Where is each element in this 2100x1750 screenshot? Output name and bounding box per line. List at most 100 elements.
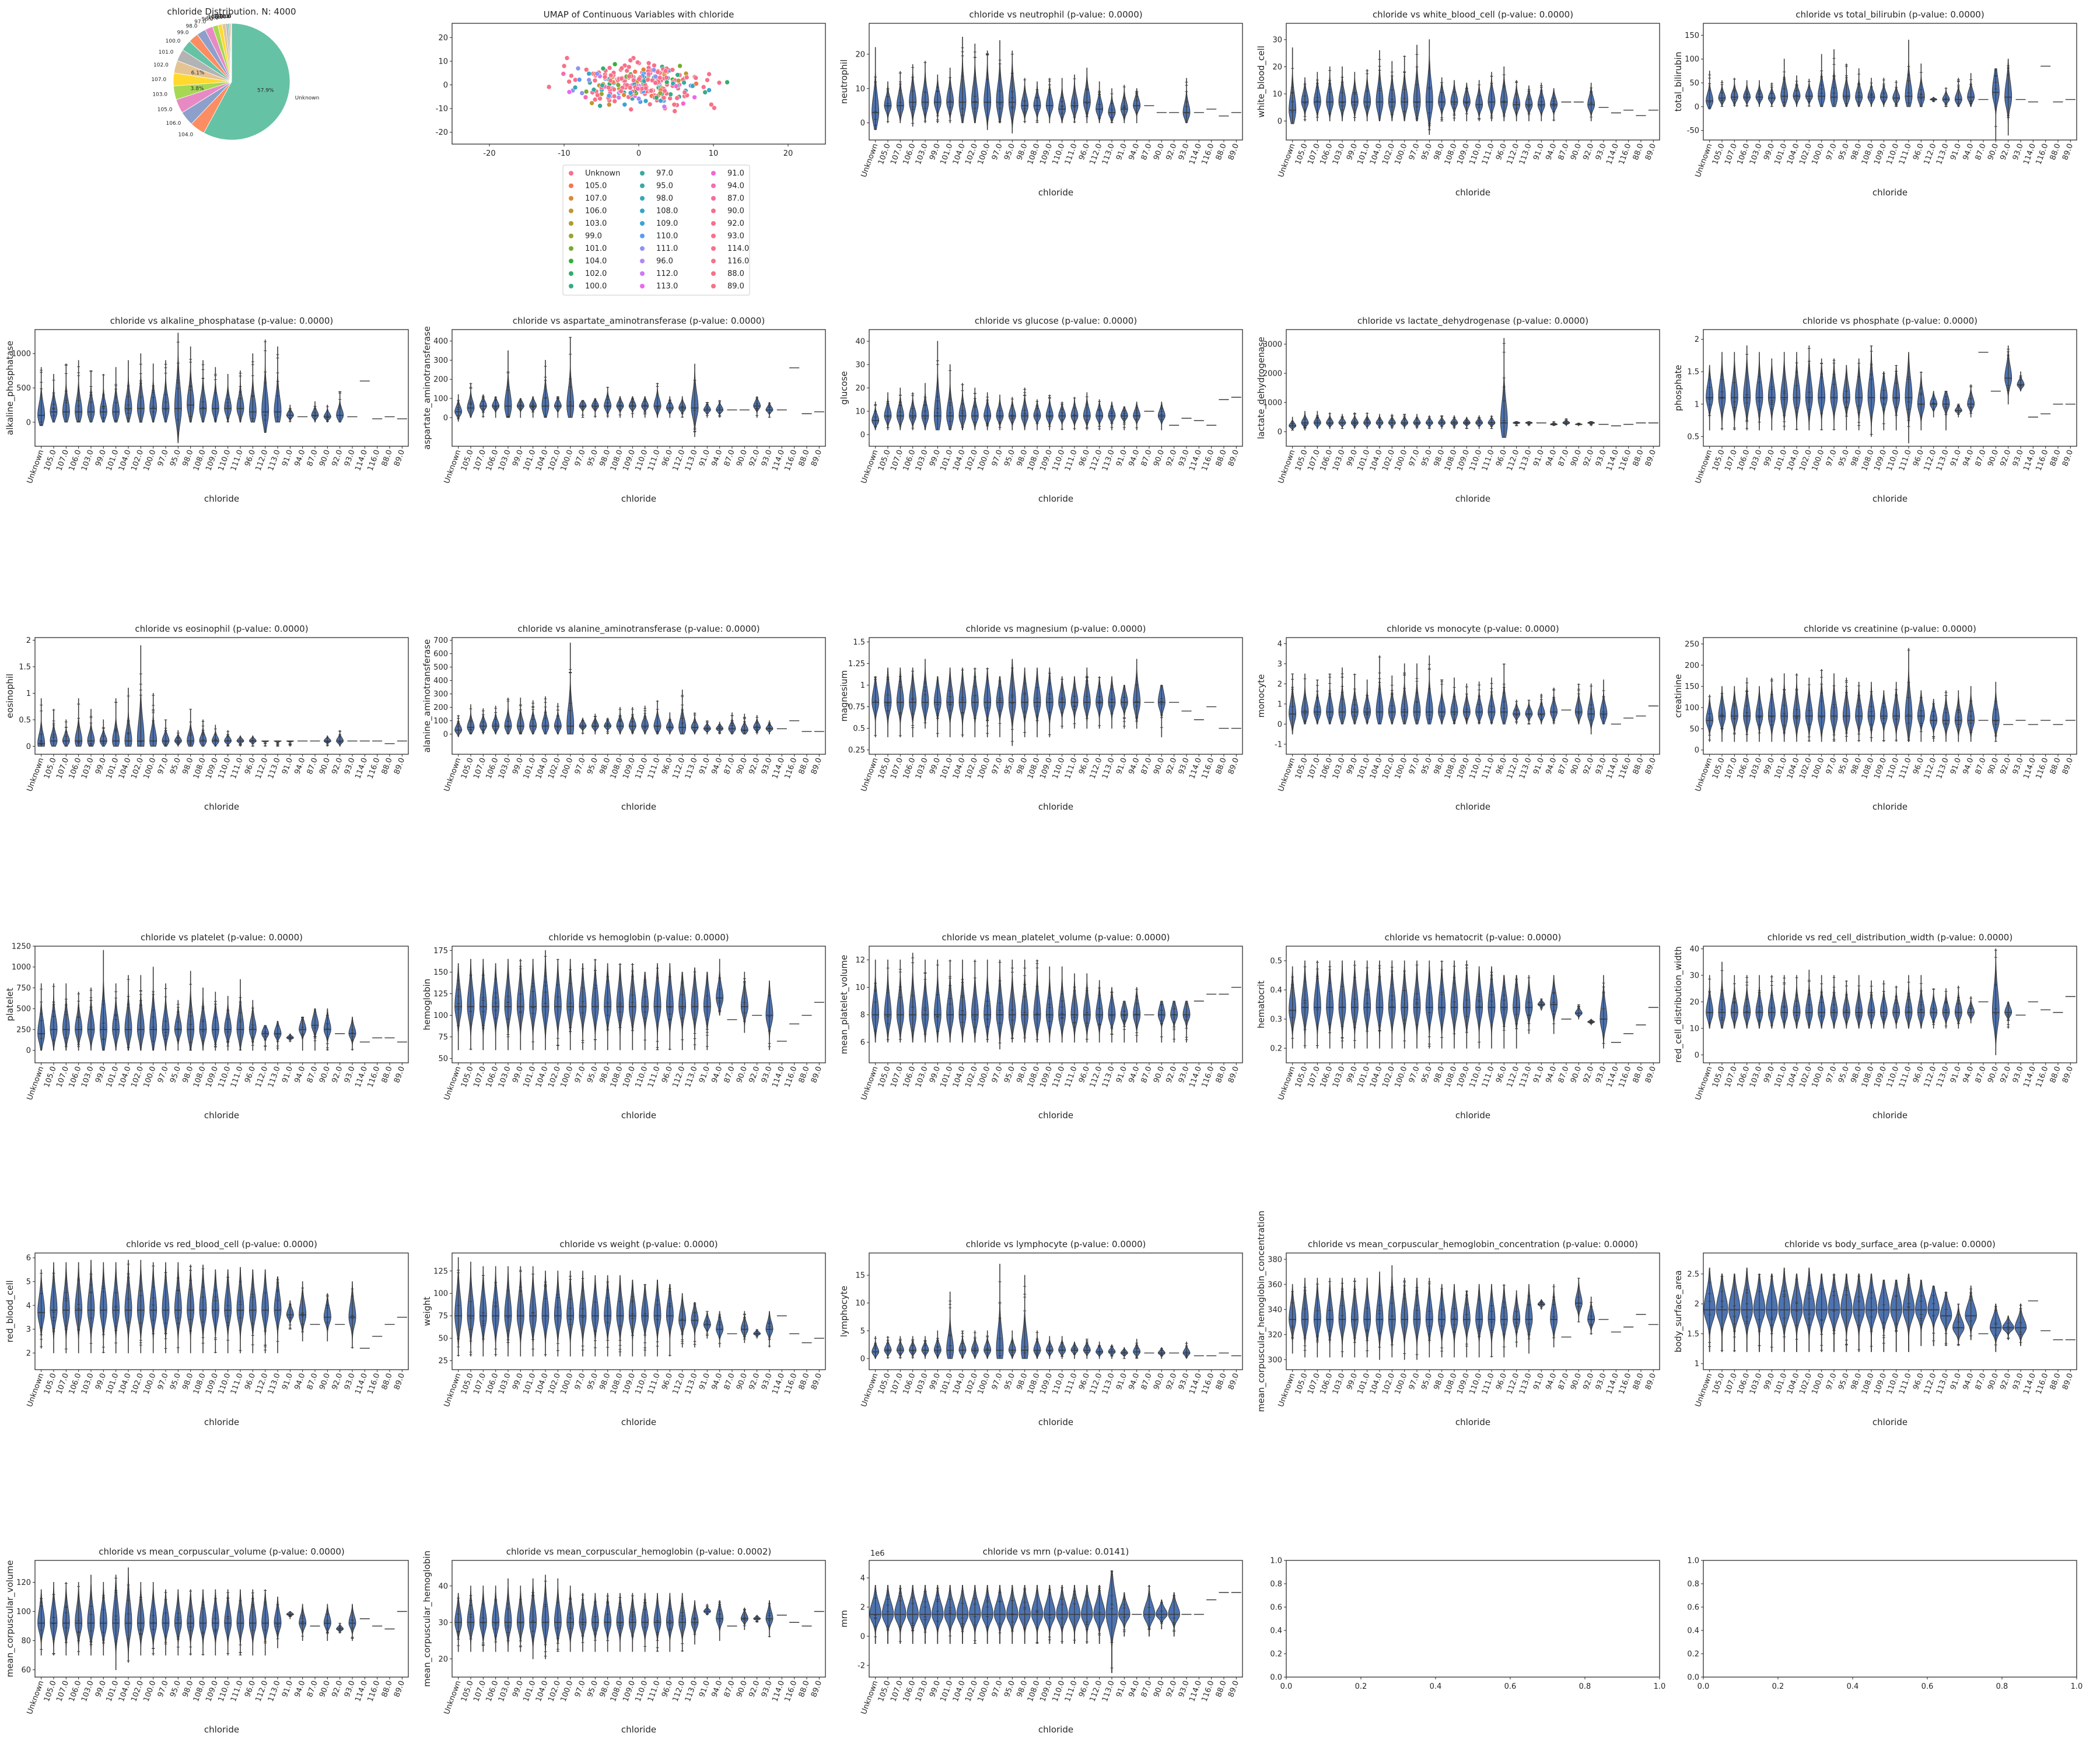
x-tick-label: Unknown (26, 1065, 46, 1101)
panel-title: chloride vs hemoglobin (p-value: 0.0000) (548, 932, 729, 943)
scatter-point (662, 88, 667, 94)
y-tick-label: 0.5 (853, 724, 865, 733)
violin-panel-12: chloride vs magnesium (p-value: 0.0000) 0… (839, 624, 1243, 812)
legend-label: 87.0 (727, 194, 744, 203)
scatter-point (597, 96, 603, 102)
legend-label: 92.0 (727, 219, 744, 228)
scatter-point (602, 74, 608, 80)
legend-marker (640, 233, 645, 239)
violin-panel-13: chloride vs monocyte (p-value: 0.0000) -1… (1256, 624, 1660, 812)
x-axis-label: chloride (1038, 187, 1073, 198)
panel-title: chloride vs aspartate_aminotransferase (… (513, 316, 765, 327)
y-tick-label: 1 (26, 690, 31, 698)
y-tick-label: 125 (433, 990, 448, 999)
legend-label: 103.0 (585, 219, 607, 228)
y-tick-label: 700 (433, 636, 448, 645)
legend-marker (640, 221, 645, 226)
legend-marker (711, 221, 716, 226)
legend-marker (569, 233, 573, 239)
x-tick-label: Unknown (860, 142, 880, 178)
violin-panel-14: chloride vs creatinine (p-value: 0.0000)… (1673, 624, 2077, 812)
x-axis-label: chloride (1873, 802, 1908, 812)
y-tick-label: 0.25 (848, 746, 865, 755)
scatter-point (635, 60, 640, 65)
y-axis-label: eosinophil (5, 674, 15, 718)
scatter-point (643, 86, 649, 91)
legend-marker (569, 246, 573, 251)
y-tick-label: 20 (1272, 63, 1282, 72)
violin-panel-9: chloride vs phosphate (p-value: 0.0000) 0… (1673, 316, 2077, 504)
y-tick-label: 100 (433, 717, 448, 726)
scatter-point (675, 72, 680, 78)
legend-marker (569, 171, 573, 176)
panel-title: chloride vs glucose (p-value: 0.0000) (975, 316, 1137, 326)
violin-panel-2: chloride vs neutrophil (p-value: 0.0000)… (839, 9, 1243, 198)
y-tick-label: 1 (1695, 400, 1699, 409)
pie-label: 98.0 (186, 24, 197, 30)
scatter-point (640, 67, 646, 72)
scatter-point (566, 79, 572, 85)
legend-label: 91.0 (727, 169, 744, 178)
scatter-point (628, 107, 634, 112)
y-axis-label: alkaline_phosphatase (5, 341, 16, 435)
x-tick-label: Unknown (1277, 757, 1297, 793)
pie-label: 96.0 (201, 17, 213, 23)
pie-label: 108.0 (208, 15, 223, 20)
legend-label: 110.0 (656, 232, 678, 241)
legend-label: 96.0 (656, 257, 673, 266)
scatter-point (631, 78, 636, 83)
scatter-point (668, 92, 673, 97)
pie-label: 106.0 (166, 121, 181, 127)
legend-marker (640, 246, 645, 251)
violin-panel-4: chloride vs total_bilirubin (p-value: 0.… (1673, 9, 2077, 198)
y-axis-label: platelet (5, 988, 15, 1021)
x-axis-label: chloride (621, 802, 656, 812)
x-tick-label: 89.0 (1644, 757, 1658, 775)
y-tick-label: 0 (1278, 428, 1282, 437)
y-tick-label: 750 (16, 984, 31, 993)
y-axis-label: hemoglobin (422, 979, 432, 1031)
x-tick-label: Unknown (1277, 142, 1297, 178)
scatter-point (646, 71, 652, 77)
legend-marker (640, 171, 645, 176)
scatter-point (611, 93, 617, 99)
scatter-point (606, 93, 612, 99)
scatter-point (616, 94, 622, 100)
panel-title: chloride vs neutrophil (p-value: 0.0000) (969, 9, 1142, 20)
violin-panel-3: chloride vs white_blood_cell (p-value: 0… (1256, 9, 1660, 198)
y-tick-label: 1.5 (1687, 368, 1699, 377)
scatter-point (709, 102, 714, 107)
x-tick-label: Unknown (860, 449, 880, 485)
legend-label: 101.0 (585, 244, 607, 253)
scatter-point (712, 105, 717, 111)
panel-title: chloride Distribution. N: 4000 (167, 6, 296, 17)
x-axis-label: chloride (1038, 494, 1073, 504)
legend-label: 97.0 (656, 169, 673, 178)
scatter-point (576, 77, 582, 82)
y-tick-label: 0 (860, 119, 865, 128)
scatter-point (626, 64, 632, 70)
pie-label: 94.0 (218, 14, 230, 20)
scatter-point (664, 79, 670, 85)
y-tick-label: 500 (16, 1005, 31, 1014)
y-tick-label: 0 (1278, 117, 1282, 126)
x-tick-label: 89.0 (810, 449, 824, 467)
y-tick-label: 150 (1685, 682, 1699, 691)
pie-label: 97.0 (194, 19, 206, 25)
y-tick-label: 1250 (12, 943, 31, 951)
legend-label: 104.0 (585, 257, 607, 266)
violin-panel-6: chloride vs aspartate_aminotransferase (… (422, 316, 826, 504)
scatter-point (657, 75, 663, 80)
legend-label: 109.0 (656, 219, 678, 228)
y-tick-label: 100 (1685, 55, 1699, 64)
y-tick-label: 4 (1278, 640, 1282, 649)
legend-marker (640, 208, 645, 214)
y-tick-label: 500 (16, 384, 31, 393)
legend-label: 100.0 (585, 282, 607, 291)
y-tick-label: 250 (16, 1026, 31, 1034)
scatter-point (643, 98, 649, 104)
scatter-point (706, 88, 712, 93)
y-tick-label: 2 (26, 636, 31, 645)
x-tick-label: 89.0 (1644, 142, 1658, 161)
scatter-point (657, 90, 663, 96)
